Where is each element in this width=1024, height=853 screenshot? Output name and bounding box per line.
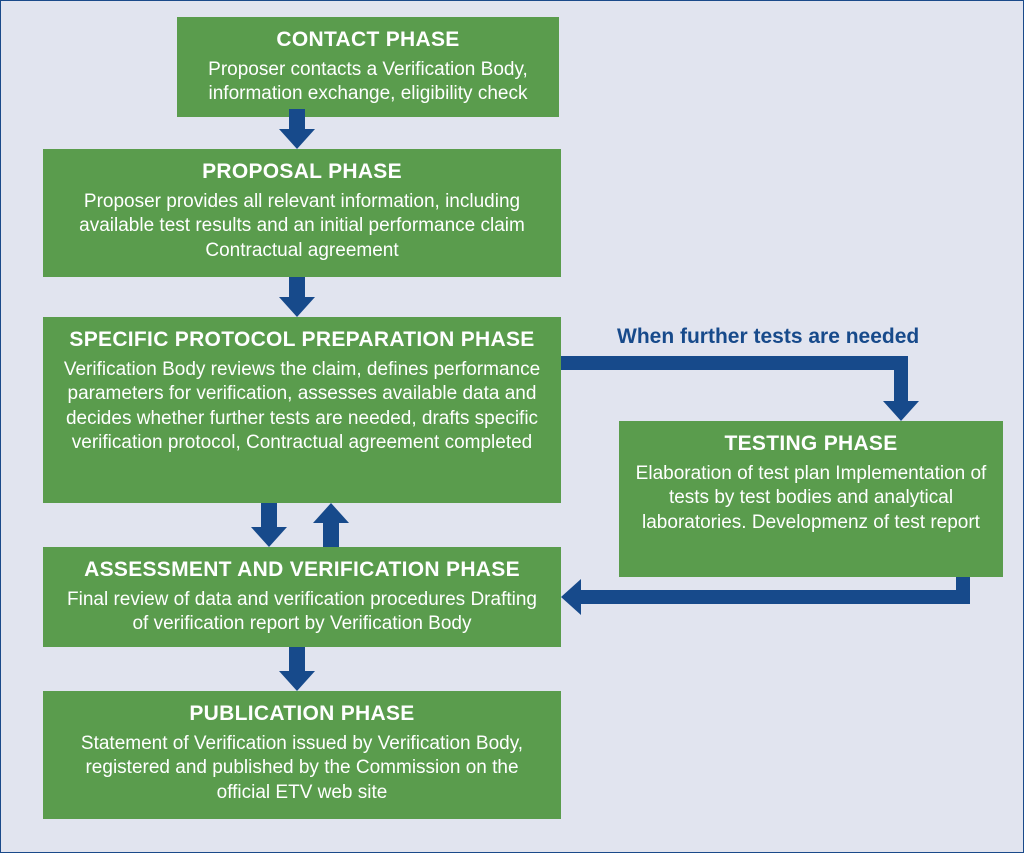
phase-desc: Elaboration of test plan Implementation … <box>635 462 987 535</box>
arrow-down-icon <box>251 527 287 547</box>
phase-box-assessment: ASSESSMENT AND VERIFICATION PHASE Final … <box>43 547 561 647</box>
phase-box-contact: CONTACT PHASE Proposer contacts a Verifi… <box>177 17 559 117</box>
connector-line <box>579 590 970 604</box>
arrow-shaft <box>289 277 305 299</box>
arrow-shaft <box>289 647 305 673</box>
phase-box-publication: PUBLICATION PHASE Statement of Verificat… <box>43 691 561 819</box>
phase-desc: Proposer provides all relevant informati… <box>59 190 545 263</box>
phase-title: ASSESSMENT AND VERIFICATION PHASE <box>59 557 545 584</box>
phase-title: SPECIFIC PROTOCOL PREPARATION PHASE <box>59 327 545 354</box>
arrow-shaft <box>289 109 305 131</box>
phase-desc: Final review of data and verification pr… <box>59 588 545 637</box>
phase-desc: Statement of Verification issued by Veri… <box>59 732 545 805</box>
arrow-up-icon <box>313 503 349 523</box>
phase-desc: Proposer contacts a Verification Body, i… <box>193 58 543 107</box>
phase-title: TESTING PHASE <box>635 431 987 458</box>
phase-title: PROPOSAL PHASE <box>59 159 545 186</box>
phase-box-proposal: PROPOSAL PHASE Proposer provides all rel… <box>43 149 561 277</box>
arrow-down-icon <box>279 129 315 149</box>
connector-line <box>561 356 908 370</box>
branch-annotation: When further tests are needed <box>617 325 919 349</box>
arrow-shaft <box>261 503 277 529</box>
flowchart-canvas: CONTACT PHASE Proposer contacts a Verifi… <box>0 0 1024 853</box>
arrow-shaft <box>323 521 339 547</box>
phase-title: CONTACT PHASE <box>193 27 543 54</box>
phase-box-testing: TESTING PHASE Elaboration of test plan I… <box>619 421 1003 577</box>
arrow-down-icon <box>279 671 315 691</box>
phase-desc: Verification Body reviews the claim, def… <box>59 358 545 455</box>
phase-box-protocol: SPECIFIC PROTOCOL PREPARATION PHASE Veri… <box>43 317 561 503</box>
phase-title: PUBLICATION PHASE <box>59 701 545 728</box>
arrow-down-icon <box>279 297 315 317</box>
arrow-down-icon <box>883 401 919 421</box>
arrow-left-icon <box>561 579 581 615</box>
